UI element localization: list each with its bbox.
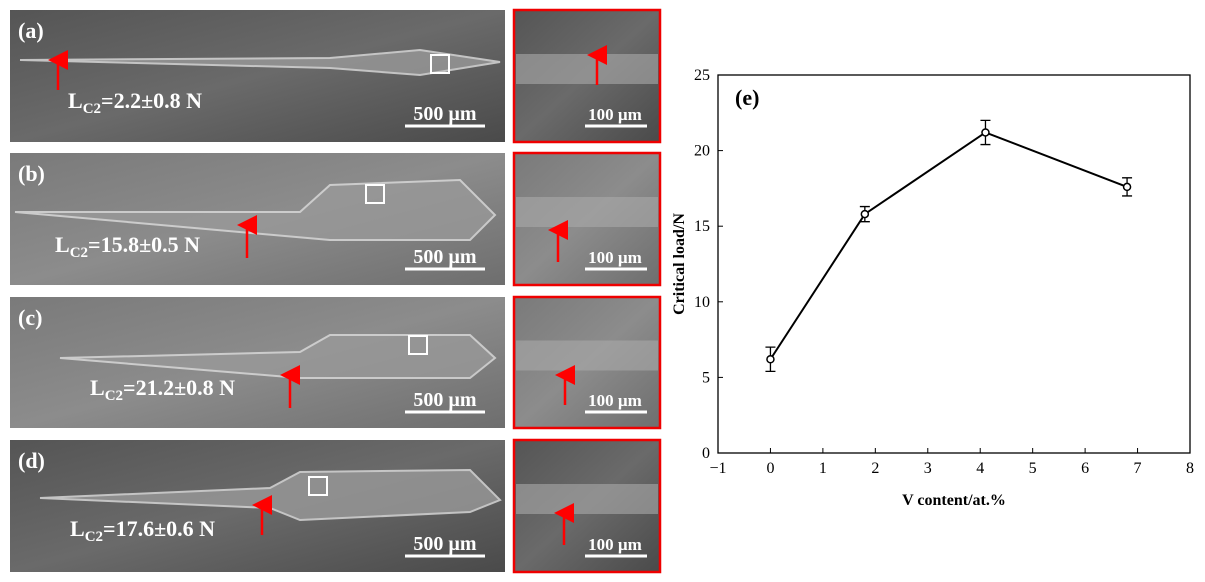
x-tick-label: 7 [1134, 460, 1142, 477]
symbol: L [55, 232, 70, 257]
y-axis-title: Critical load/N [671, 213, 688, 315]
value: =2.2±0.8 N [101, 88, 202, 113]
plot-frame [717, 74, 1191, 454]
scale-label: 500 µm [413, 533, 477, 555]
data-line [769, 131, 1128, 360]
y-tick-label: 0 [702, 445, 710, 462]
inset-scale-label: 100 µm [588, 535, 642, 554]
data-point [1122, 182, 1132, 192]
zoom-box [365, 184, 385, 204]
symbol: L [90, 375, 105, 400]
symbol: L [68, 88, 83, 113]
panel-label: (c) [18, 305, 42, 330]
data-point [860, 209, 870, 219]
y-tick-label: 5 [702, 369, 710, 386]
scratch-track [19, 48, 501, 77]
subscript: C2 [105, 388, 123, 404]
panel-label: (e) [735, 85, 759, 110]
x-axis-title: V content/at.% [902, 492, 1006, 509]
zoom-box [430, 54, 450, 74]
x-tick-label: 3 [924, 460, 932, 477]
y-tick-label: 25 [694, 67, 710, 84]
x-tick-label: 6 [1081, 460, 1089, 477]
scratch-track [59, 334, 497, 379]
value: =15.8±0.5 N [88, 232, 200, 257]
x-tick-label: 0 [766, 460, 774, 477]
micrograph [10, 10, 505, 142]
inset-track [516, 484, 658, 514]
panel-label: (b) [18, 161, 45, 186]
critical-load-label: LC2=17.6±0.6 N [70, 516, 215, 545]
y-tick-label: 20 [694, 143, 710, 160]
critical-load-label: LC2=2.2±0.8 N [68, 88, 202, 117]
critical-load-label: LC2=21.2±0.8 N [90, 375, 235, 404]
value: =17.6±0.6 N [103, 516, 215, 541]
x-tick-label: 8 [1186, 460, 1194, 477]
zoom-box [308, 476, 328, 496]
x-tick-label: −1 [709, 460, 726, 477]
scale-label: 500 µm [413, 246, 477, 268]
inset-track [516, 340, 658, 371]
value: =21.2±0.8 N [123, 375, 235, 400]
x-tick-label: 1 [819, 460, 827, 477]
inset-track [516, 197, 658, 227]
x-tick-label: 5 [1029, 460, 1037, 477]
panel-label: (a) [18, 18, 44, 43]
x-tick-label: 2 [871, 460, 879, 477]
symbol: L [70, 516, 85, 541]
inset-scale-label: 100 µm [588, 391, 642, 410]
critical-load-label: LC2=15.8±0.5 N [55, 232, 200, 261]
data-point [766, 355, 775, 364]
inset-track [516, 54, 658, 84]
subscript: C2 [85, 529, 103, 545]
scale-label: 500 µm [413, 103, 477, 125]
x-tick-label: 4 [976, 460, 984, 477]
y-tick-label: 10 [694, 294, 710, 311]
inset-scale-label: 100 µm [588, 248, 642, 267]
data-point [981, 128, 990, 137]
subscript: C2 [83, 101, 101, 117]
inset-scale-label: 100 µm [588, 105, 642, 124]
subscript: C2 [70, 245, 88, 261]
y-tick-label: 15 [694, 218, 710, 235]
zoom-box [408, 335, 428, 355]
panel-label: (d) [18, 448, 45, 473]
scratch-track [14, 178, 497, 241]
scale-label: 500 µm [413, 389, 477, 411]
